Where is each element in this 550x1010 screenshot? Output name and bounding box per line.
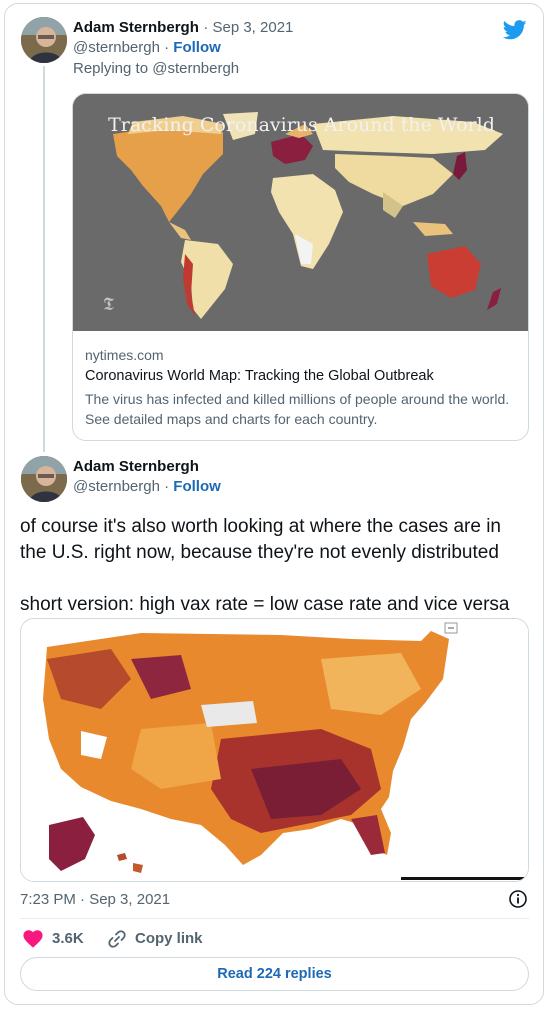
tweet-timestamp[interactable]: 7:23 PM · Sep 3, 2021 xyxy=(20,891,171,908)
like-count[interactable]: 3.6K xyxy=(52,930,84,947)
thread-line xyxy=(43,66,45,452)
info-icon[interactable] xyxy=(508,889,528,914)
avatar[interactable] xyxy=(21,17,67,63)
author-handle[interactable]: @sternbergh xyxy=(73,39,160,56)
avatar[interactable] xyxy=(21,456,67,502)
link-card-title: Coronavirus World Map: Tracking the Glob… xyxy=(85,368,434,384)
heart-icon[interactable] xyxy=(23,930,43,953)
link-card-description: The virus has infected and killed millio… xyxy=(85,391,510,427)
follow-button[interactable]: Follow xyxy=(173,39,221,56)
replying-to: Replying to @sternbergh xyxy=(73,60,240,77)
tweet-card: Adam Sternbergh · Sep 3, 2021 @sternberg… xyxy=(4,3,544,1005)
copy-link-button[interactable]: Copy link xyxy=(135,930,203,947)
read-replies-button[interactable]: Read 224 replies xyxy=(20,957,529,991)
author-name[interactable]: Adam Sternbergh xyxy=(73,458,199,475)
link-card[interactable]: 𝕿 Tracking Coronavirus Around the World … xyxy=(72,93,529,441)
tweet-text: of course it's also worth looking at whe… xyxy=(20,516,510,615)
tweet-media-image[interactable] xyxy=(20,618,529,882)
link-card-image-title: Tracking Coronavirus Around the World xyxy=(108,114,495,136)
author-name[interactable]: Adam Sternbergh xyxy=(73,19,199,36)
follow-button[interactable]: Follow xyxy=(173,478,221,495)
link-icon[interactable] xyxy=(107,929,127,954)
divider xyxy=(20,918,529,919)
twitter-bird-icon[interactable] xyxy=(502,19,527,46)
link-card-domain: nytimes.com xyxy=(85,347,164,363)
svg-text:𝕿: 𝕿 xyxy=(103,294,114,315)
link-card-image: 𝕿 Tracking Coronavirus Around the World xyxy=(73,94,528,331)
author-handle[interactable]: @sternbergh xyxy=(73,478,160,495)
tweet-date[interactable]: · Sep 3, 2021 xyxy=(203,19,294,36)
